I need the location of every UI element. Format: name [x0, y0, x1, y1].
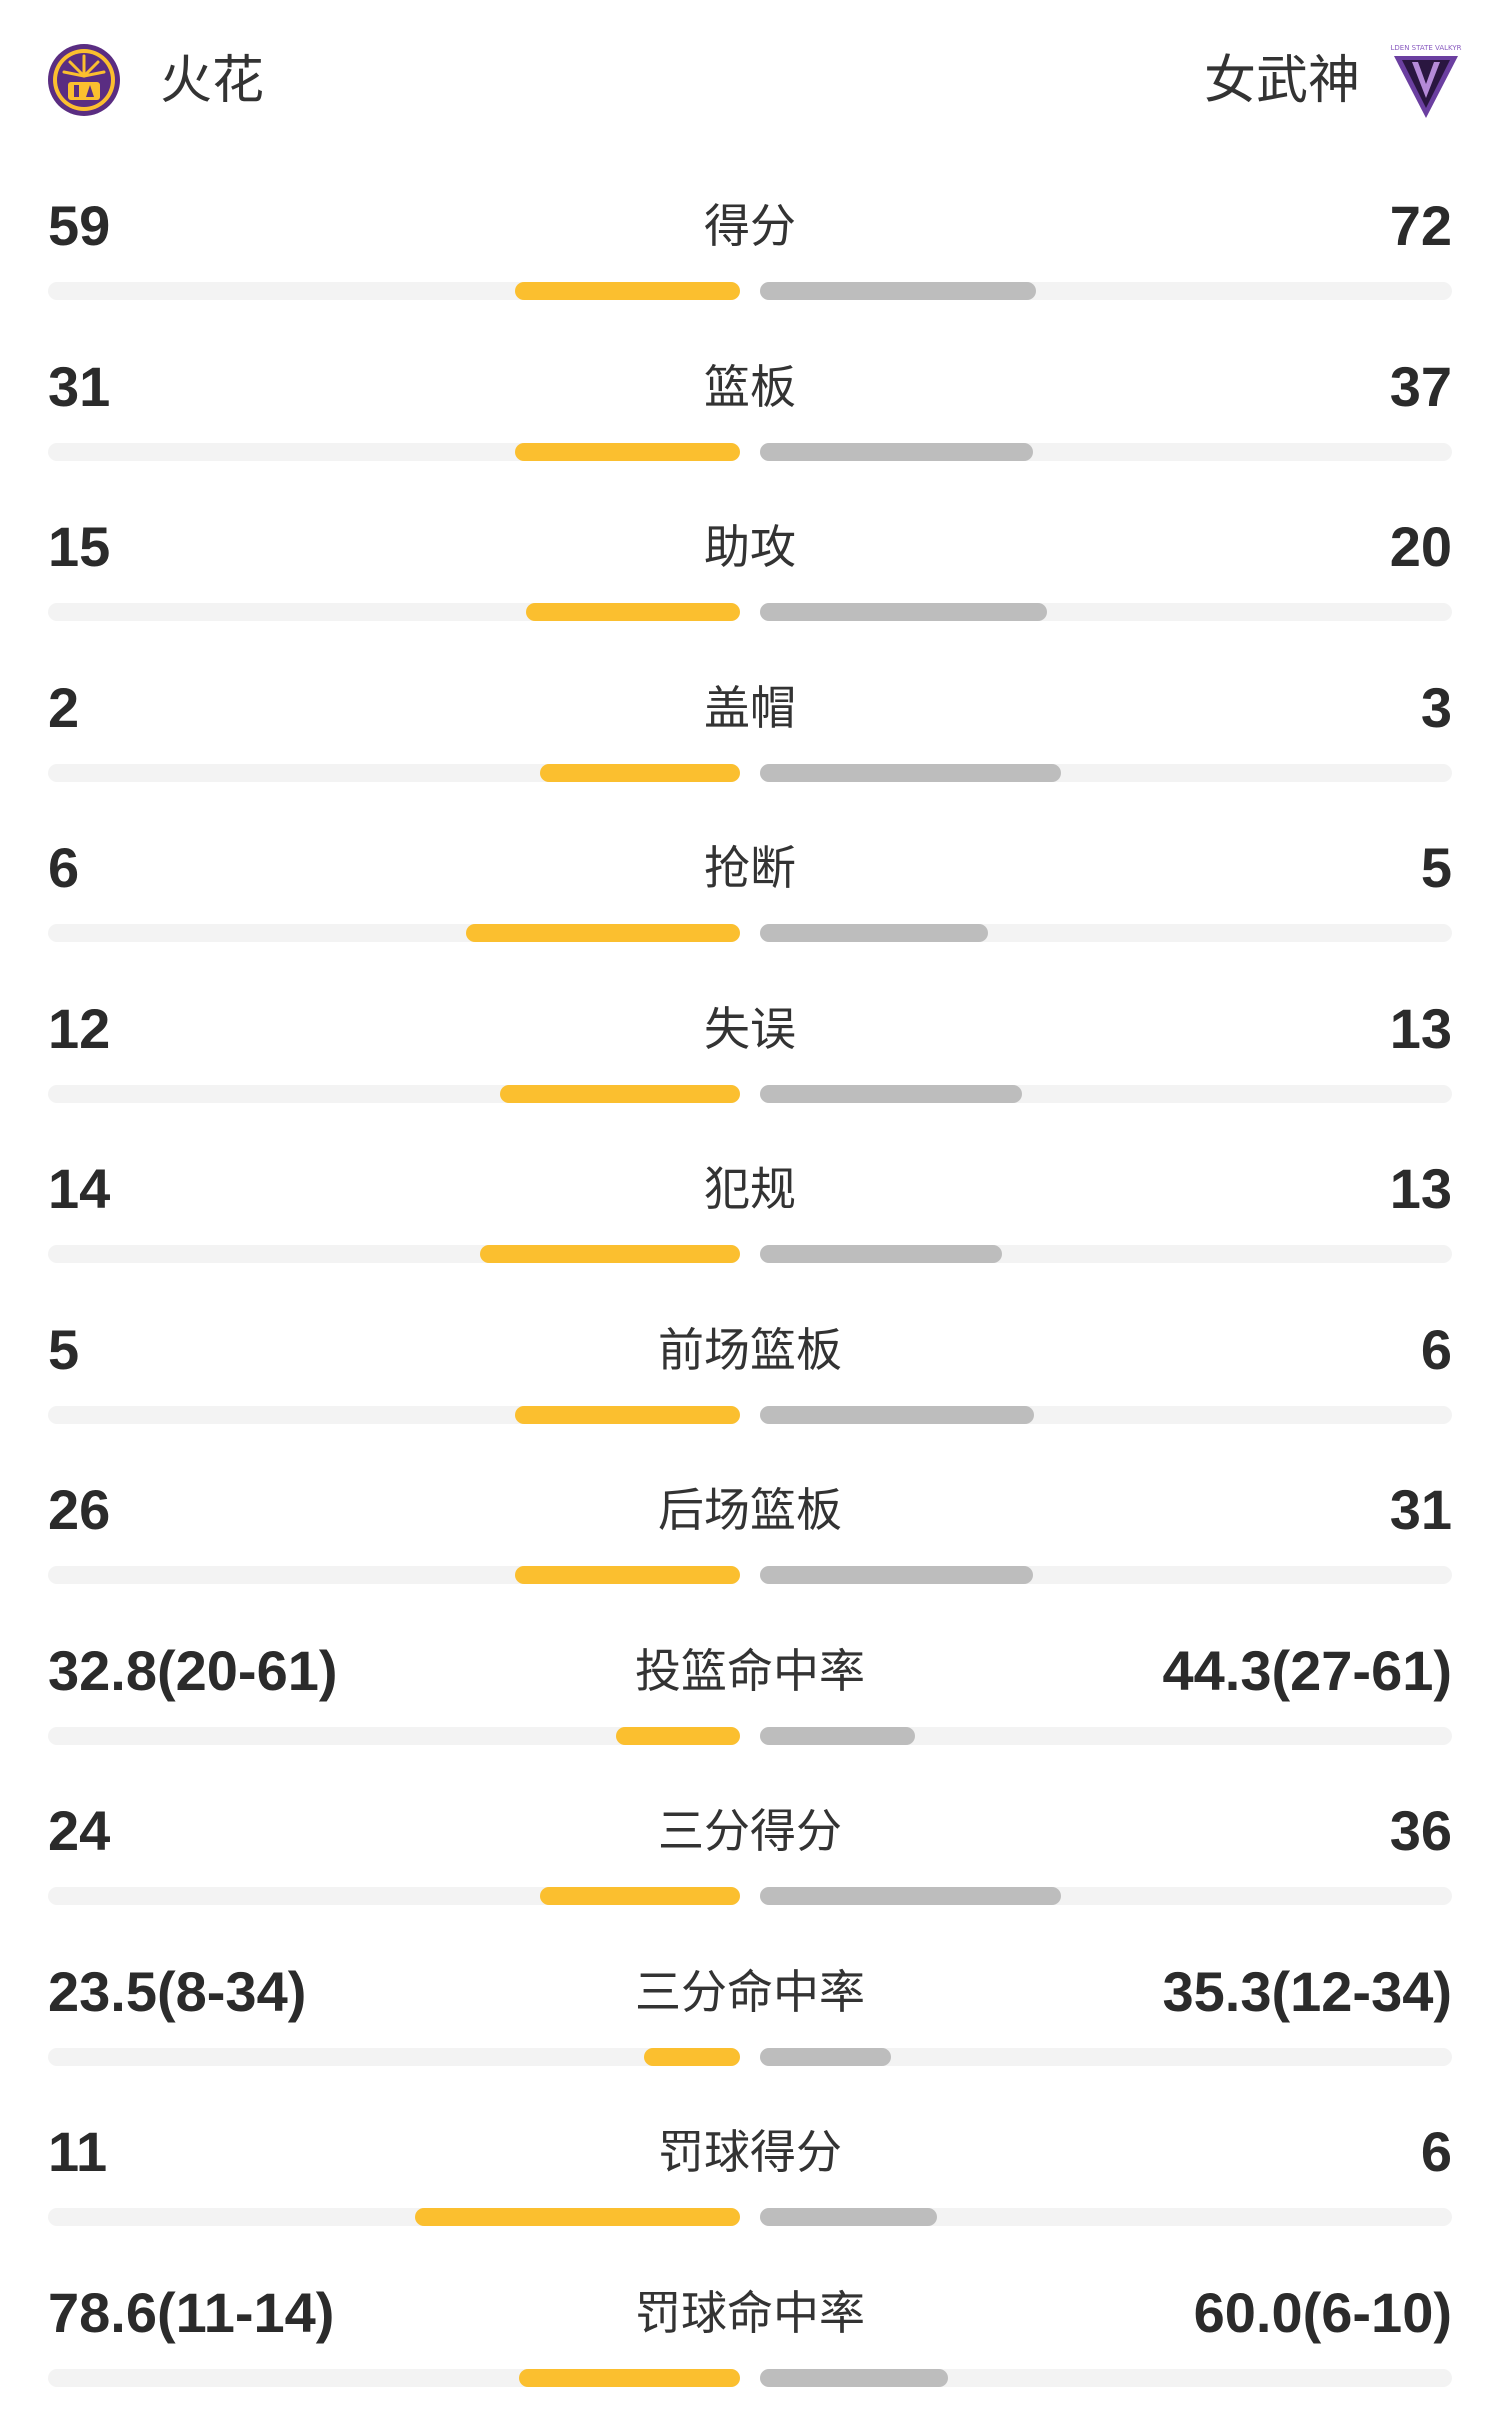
home-stat-bar [616, 1726, 740, 1745]
stat-row: 31 篮板 37 [0, 347, 1500, 507]
stat-row: 11 罚球得分 6 [0, 2112, 1500, 2272]
home-stat-bar [644, 2047, 740, 2066]
stat-label: 三分命中率 [635, 1964, 865, 2019]
away-bar-track [760, 2047, 1452, 2066]
away-stat-bar [760, 1084, 1022, 1103]
home-stat-value: 24 [48, 1799, 111, 1862]
away-logo-text: GOLDEN STATE VALKYRIES [1390, 44, 1462, 52]
home-stat-value: 32.8(20-61) [48, 1638, 338, 1702]
los-angeles-sparks-logo-icon[interactable] [46, 42, 122, 118]
stat-row: 5 前场篮板 6 [0, 1310, 1500, 1470]
teams-header: 火花 女武神 GOLDEN STATE VALKYRIES [0, 0, 1500, 160]
home-stat-bar [500, 1084, 740, 1103]
home-stat-value: 14 [48, 1157, 111, 1220]
stat-label: 犯规 [704, 1162, 796, 1216]
stat-row: 78.6(11-14) 罚球命中率 60.0(6-10) [0, 2273, 1500, 2433]
away-stat-value: 20 [1389, 515, 1452, 578]
away-stat-bar [760, 1405, 1034, 1424]
stat-row: 32.8(20-61) 投篮命中率 44.3(27-61) [0, 1631, 1500, 1791]
golden-state-valkyries-logo-icon[interactable]: GOLDEN STATE VALKYRIES [1390, 38, 1462, 120]
home-stat-value: 15 [48, 515, 111, 578]
home-stat-bar [540, 1887, 740, 1905]
away-team-name[interactable]: 女武神 [1203, 51, 1360, 111]
home-stat-value: 2 [48, 675, 80, 739]
away-stat-bar [760, 763, 1061, 782]
stat-label: 抢断 [704, 841, 796, 895]
away-stat-value: 37 [1389, 354, 1452, 418]
home-bar-track [48, 2047, 740, 2066]
stat-label: 得分 [704, 199, 796, 253]
stat-label: 篮板 [704, 359, 796, 414]
home-stat-value: 23.5(8-34) [48, 1959, 307, 2023]
stat-row: 24 三分得分 36 [0, 1791, 1500, 1951]
home-stat-bar [540, 763, 740, 782]
stat-label: 罚球得分 [658, 2125, 842, 2179]
away-stat-bar [760, 2208, 937, 2226]
stat-label: 罚球命中率 [635, 2285, 865, 2340]
home-stat-bar [466, 924, 740, 942]
home-stat-bar [515, 1405, 740, 1424]
home-stat-value: 59 [48, 194, 111, 257]
away-stat-value: 13 [1389, 996, 1452, 1060]
home-stat-value: 26 [48, 1478, 111, 1541]
home-stat-bar [415, 2208, 740, 2226]
away-stat-bar [760, 282, 1036, 300]
away-stat-value: 6 [1420, 2120, 1452, 2183]
away-stat-value: 6 [1420, 1317, 1452, 1381]
stat-row: 2 盖帽 3 [0, 668, 1500, 828]
away-stat-value: 44.3(27-61) [1162, 1638, 1452, 1702]
away-stat-value: 13 [1389, 1157, 1452, 1220]
home-stat-value: 6 [48, 836, 80, 899]
home-stat-bar [526, 603, 740, 621]
away-stat-bar [760, 2368, 948, 2387]
stat-row: 6 抢断 5 [0, 828, 1500, 988]
home-bar-track [48, 1726, 740, 1745]
home-stat-bar [515, 1566, 740, 1584]
away-stat-bar [760, 2047, 891, 2066]
away-stat-bar [760, 1726, 915, 1745]
away-stat-value: 3 [1420, 675, 1452, 739]
stat-row: 59 得分 72 [0, 186, 1500, 346]
home-stat-value: 5 [48, 1317, 80, 1381]
stat-label: 前场篮板 [658, 1322, 842, 1377]
home-stat-value: 31 [48, 354, 111, 418]
away-stat-bar [760, 603, 1047, 621]
stat-row: 12 失误 13 [0, 989, 1500, 1149]
home-stat-value: 11 [48, 2120, 108, 2183]
stat-label: 失误 [704, 1001, 796, 1056]
home-team-name[interactable]: 火花 [160, 51, 265, 111]
away-stat-bar [760, 1887, 1061, 1905]
away-stat-bar [760, 924, 988, 942]
away-stat-bar [760, 1245, 1002, 1263]
home-stat-bar [519, 2368, 740, 2387]
stat-label: 投篮命中率 [635, 1643, 865, 1698]
stat-label: 盖帽 [704, 680, 796, 735]
stat-row: 14 犯规 13 [0, 1149, 1500, 1309]
stat-row: 26 后场篮板 31 [0, 1470, 1500, 1630]
stat-label: 三分得分 [658, 1804, 842, 1858]
away-bar-track [760, 1726, 1452, 1745]
stat-label: 后场篮板 [658, 1483, 842, 1537]
away-stat-bar [760, 442, 1033, 461]
away-stat-value: 31 [1389, 1478, 1452, 1541]
away-stat-value: 35.3(12-34) [1162, 1959, 1452, 2023]
home-stat-bar [515, 442, 740, 461]
away-stat-bar [760, 1566, 1033, 1584]
stat-row: 23.5(8-34) 三分命中率 35.3(12-34) [0, 1952, 1500, 2112]
home-stat-bar [515, 282, 740, 300]
away-stat-value: 36 [1389, 1799, 1452, 1862]
home-stat-bar [480, 1245, 740, 1263]
away-stat-value: 72 [1389, 194, 1452, 257]
stat-row: 15 助攻 20 [0, 507, 1500, 667]
home-stat-value: 12 [48, 996, 111, 1060]
home-stat-value: 78.6(11-14) [48, 2280, 335, 2344]
away-stat-value: 60.0(6-10) [1193, 2280, 1452, 2344]
stat-label: 助攻 [704, 520, 796, 574]
away-stat-value: 5 [1420, 836, 1452, 899]
